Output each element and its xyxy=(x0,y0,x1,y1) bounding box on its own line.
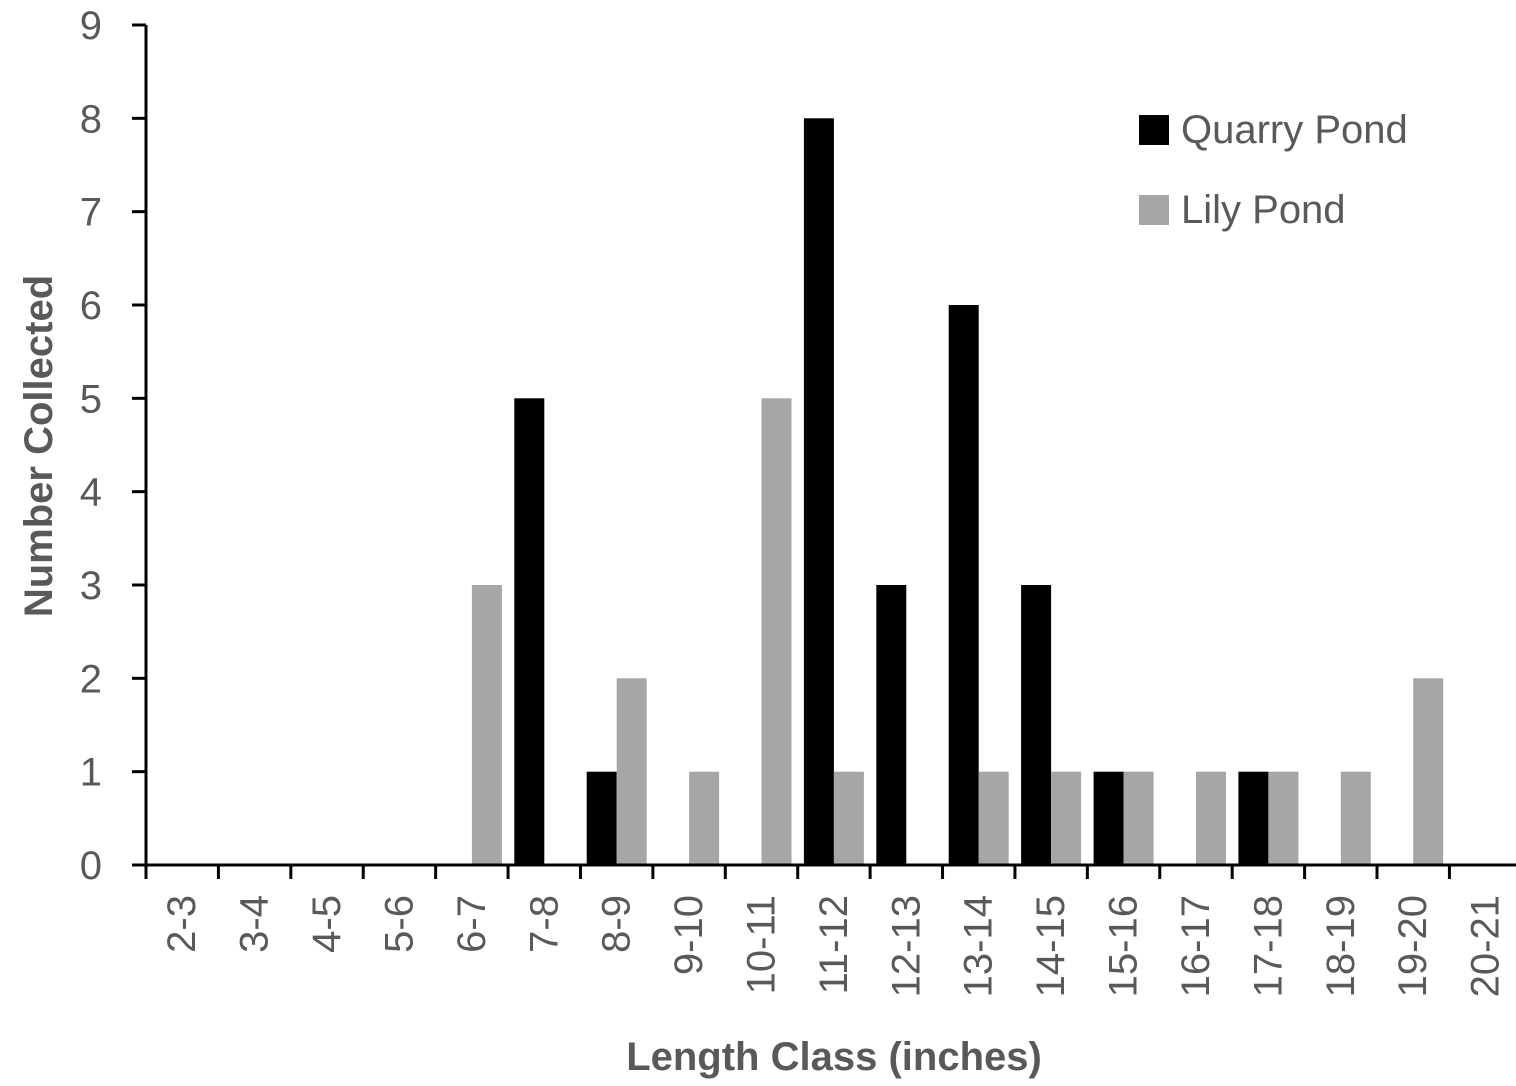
bar-lily-pond-19-20 xyxy=(1413,678,1444,865)
y-tick-label-5: 5 xyxy=(80,377,102,421)
y-tick-label-1: 1 xyxy=(80,751,102,795)
y-axis-title: Number Collected xyxy=(17,275,61,617)
bar-lily-pond-6-7 xyxy=(471,585,502,865)
x-tick-label-13-14: 13-14 xyxy=(957,895,1001,997)
bar-lily-pond-9-10 xyxy=(689,771,720,865)
bar-lily-pond-13-14 xyxy=(978,771,1009,865)
bar-quarry-pond-8-9 xyxy=(586,771,617,865)
bar-lily-pond-10-11 xyxy=(761,398,792,865)
x-tick-label-11-12: 11-12 xyxy=(812,895,856,994)
y-tick-label-7: 7 xyxy=(80,191,102,235)
y-tick-label-9: 9 xyxy=(80,4,102,48)
bar-quarry-pond-15-16 xyxy=(1093,771,1124,865)
x-tick-label-5-6: 5-6 xyxy=(377,895,421,953)
bar-quarry-pond-12-13 xyxy=(876,585,907,865)
bar-quarry-pond-17-18 xyxy=(1238,771,1269,865)
legend-swatch-quarry-pond xyxy=(1139,115,1169,145)
legend-label-quarry-pond: Quarry Pond xyxy=(1181,108,1408,152)
x-tick-label-6-7: 6-7 xyxy=(450,895,494,953)
x-tick-label-2-3: 2-3 xyxy=(160,895,204,953)
legend: Quarry Pond Lily Pond xyxy=(1139,108,1408,232)
x-tick-label-20-21: 20-21 xyxy=(1464,895,1508,997)
y-tick-label-6: 6 xyxy=(80,284,102,328)
y-tick-label-4: 4 xyxy=(80,471,102,515)
x-tick-label-12-13: 12-13 xyxy=(884,895,928,997)
bars-layer xyxy=(471,118,1444,866)
x-tick-label-10-11: 10-11 xyxy=(740,895,784,994)
bar-lily-pond-18-19 xyxy=(1340,771,1371,865)
axes-layer xyxy=(132,23,1516,879)
x-tick-label-8-9: 8-9 xyxy=(595,895,639,953)
y-tick-label-3: 3 xyxy=(80,564,102,608)
y-tick-label-8: 8 xyxy=(80,97,102,141)
labels-layer: 0 1 2 3 4 5 6 7 8 9 2-3 3-4 4-5 5-6 6-7 7-8 8-9 9-10 10-11… xyxy=(80,4,1508,997)
bar-lily-pond-14-15 xyxy=(1051,771,1082,865)
x-tick-label-9-10: 9-10 xyxy=(667,895,711,975)
x-tick-label-16-17: 16-17 xyxy=(1174,895,1218,997)
bar-lily-pond-15-16 xyxy=(1123,771,1154,865)
bar-lily-pond-17-18 xyxy=(1268,771,1299,865)
y-tick-label-2: 2 xyxy=(80,657,102,701)
x-axis-title: Length Class (inches) xyxy=(626,1035,1042,1079)
legend-swatch-lily-pond xyxy=(1139,195,1169,225)
x-tick-label-19-20: 19-20 xyxy=(1391,895,1435,997)
bar-quarry-pond-14-15 xyxy=(1021,585,1052,865)
x-tick-label-17-18: 17-18 xyxy=(1246,895,1290,997)
legend-label-lily-pond: Lily Pond xyxy=(1181,188,1346,232)
x-tick-label-18-19: 18-19 xyxy=(1319,895,1363,997)
x-tick-label-14-15: 14-15 xyxy=(1029,895,1073,997)
bar-quarry-pond-13-14 xyxy=(948,305,979,865)
bar-lily-pond-11-12 xyxy=(833,771,864,865)
x-tick-label-15-16: 15-16 xyxy=(1102,895,1146,997)
bar-lily-pond-8-9 xyxy=(616,678,647,865)
bar-quarry-pond-7-8 xyxy=(514,398,545,865)
y-tick-label-0: 0 xyxy=(80,844,102,888)
bar-quarry-pond-11-12 xyxy=(803,118,834,866)
bar-lily-pond-16-17 xyxy=(1196,771,1226,865)
x-tick-label-7-8: 7-8 xyxy=(522,895,566,953)
x-tick-label-4-5: 4-5 xyxy=(305,895,349,953)
x-tick-label-3-4: 3-4 xyxy=(233,895,277,953)
